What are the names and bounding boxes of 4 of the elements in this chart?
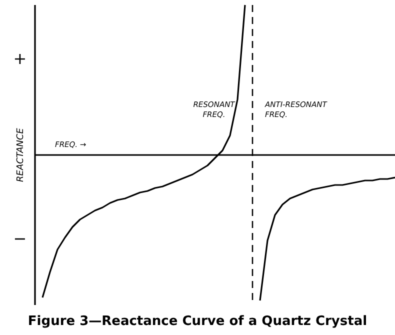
text: Figure 3—Reactance Curve of a Quartz Crystal bbox=[28, 314, 368, 329]
y-axis-title: REACTANCE bbox=[16, 128, 26, 182]
text: + bbox=[13, 49, 27, 68]
text: − bbox=[13, 229, 27, 248]
